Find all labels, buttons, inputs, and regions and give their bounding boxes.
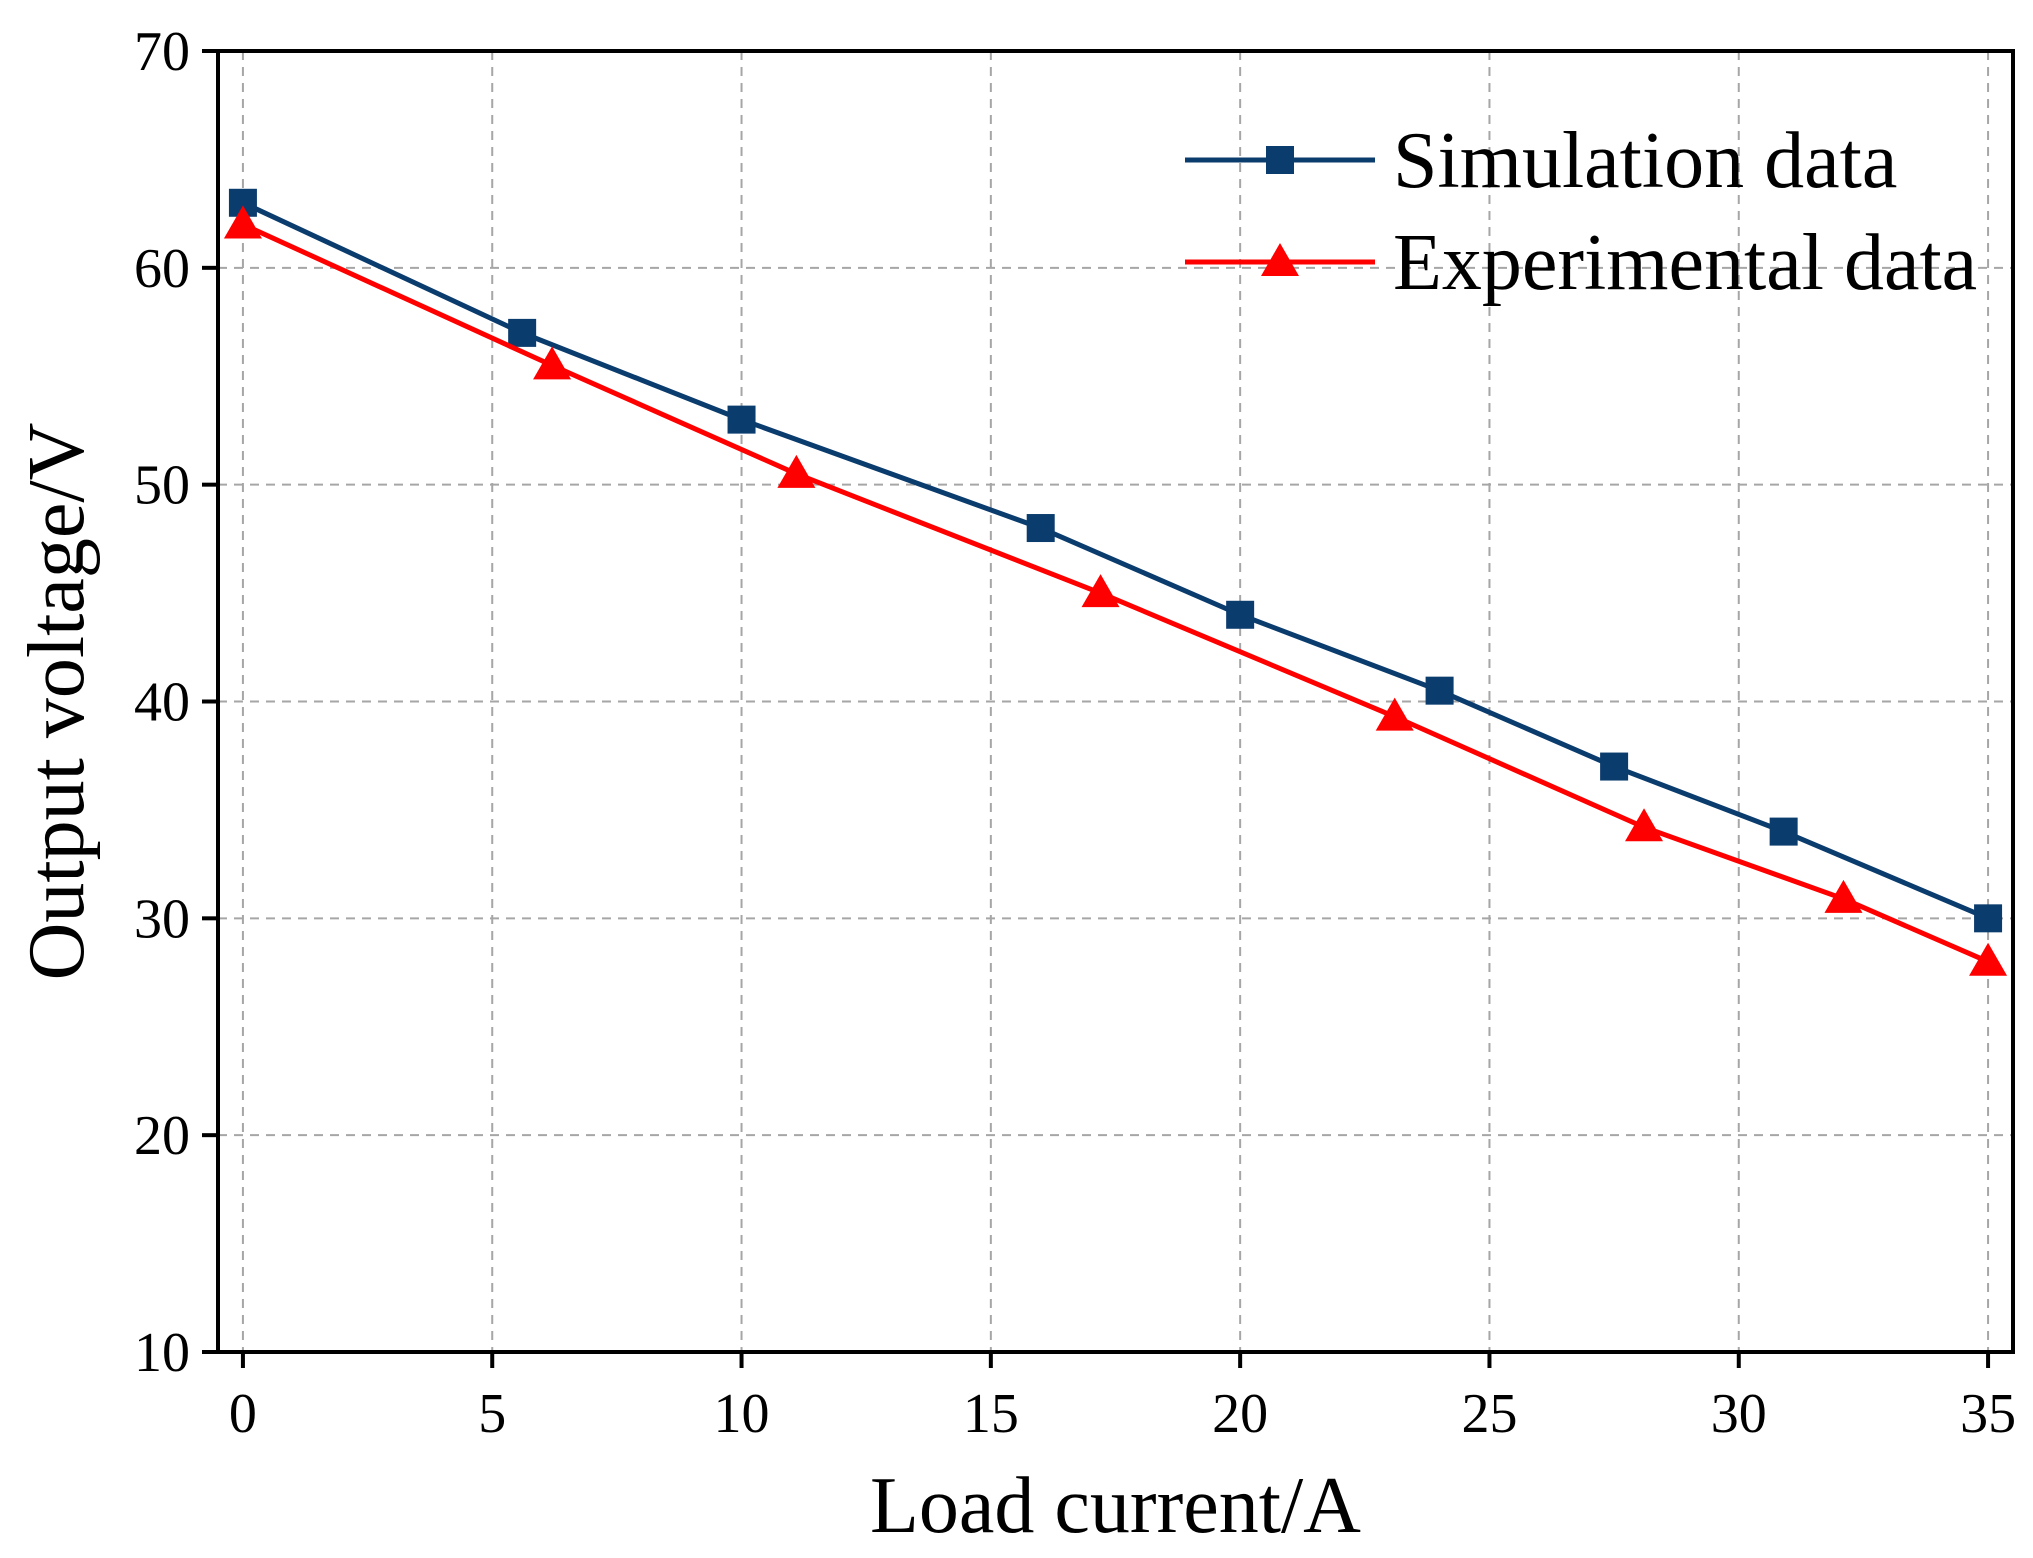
series-layer <box>223 188 2008 976</box>
data-point-square <box>1026 514 1055 543</box>
data-point-triangle <box>1824 879 1863 913</box>
grid-lines <box>218 51 2013 1352</box>
x-tick-label: 5 <box>478 1383 506 1445</box>
data-point-square <box>1974 904 2003 933</box>
y-tick-label: 30 <box>134 888 190 950</box>
x-tick-label: 25 <box>1461 1383 1517 1445</box>
y-tick-label: 20 <box>134 1105 190 1167</box>
data-point-triangle <box>223 205 262 239</box>
y-tick-label: 50 <box>134 455 190 517</box>
data-point-triangle <box>1625 808 1664 842</box>
data-point-triangle <box>1375 697 1414 731</box>
axis-ticks <box>202 49 1991 1368</box>
data-point-square <box>1600 752 1629 781</box>
data-point-triangle <box>777 454 816 488</box>
x-tick-label: 0 <box>229 1383 257 1445</box>
data-point-triangle <box>1969 942 2008 976</box>
data-point-square <box>1769 817 1798 846</box>
legend: Simulation data Experimental data <box>1185 117 1977 307</box>
y-tick-label: 70 <box>134 21 190 83</box>
legend-label-simulation: Simulation data <box>1393 117 1897 205</box>
x-tick-label: 15 <box>963 1383 1019 1445</box>
legend-marker-experimental <box>1261 243 1299 276</box>
series-line <box>241 200 1990 921</box>
x-tick-label: 20 <box>1212 1383 1268 1445</box>
series-line <box>241 222 1990 964</box>
x-tick-label: 10 <box>714 1383 770 1445</box>
series-experimental <box>223 205 2008 976</box>
x-tick-label: 30 <box>1711 1383 1767 1445</box>
y-tick-label: 10 <box>134 1322 190 1384</box>
data-point-triangle <box>1081 574 1120 608</box>
x-tick-label: 35 <box>1960 1383 2016 1445</box>
tick-labels: 0 5 10 15 20 25 30 35 10 20 30 40 50 60 70 <box>134 21 2016 1445</box>
data-point-square <box>1425 676 1454 705</box>
y-tick-label: 60 <box>134 238 190 300</box>
data-point-square <box>727 405 756 434</box>
data-point-square <box>1226 600 1255 629</box>
legend-marker-simulation <box>1266 146 1294 174</box>
data-point-triangle <box>533 346 572 380</box>
y-tick-label: 40 <box>134 672 190 734</box>
y-axis-title: Output voltage/V <box>13 423 101 981</box>
data-point-square <box>508 318 537 347</box>
legend-label-experimental: Experimental data <box>1393 219 1977 307</box>
series-simulation <box>228 188 2003 933</box>
x-axis-title: Load current/A <box>870 1462 1361 1550</box>
